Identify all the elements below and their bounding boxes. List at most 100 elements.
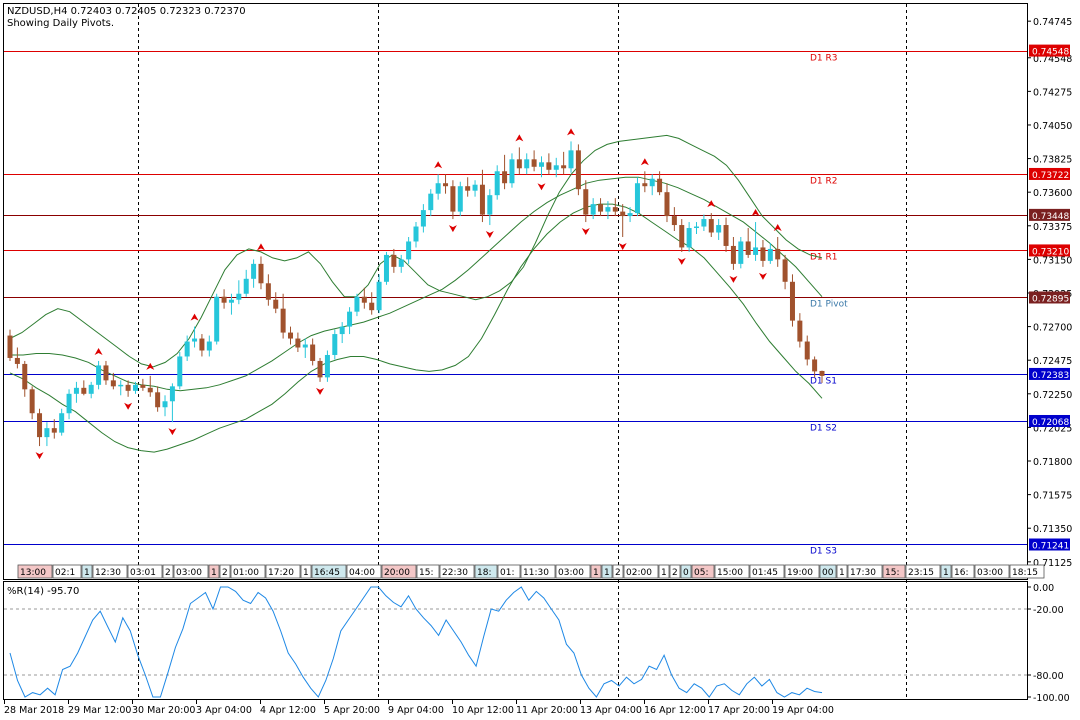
timebar-label: 1 (211, 568, 217, 578)
candle-body (753, 247, 759, 255)
timebar-box (714, 564, 750, 579)
candle-body (59, 413, 65, 433)
candle-body (760, 247, 766, 261)
timebar-label: 18: (477, 568, 491, 578)
timebar-label: 00 (822, 568, 834, 578)
wpr-tick-label: -20.00 (1033, 605, 1064, 616)
timebar-label: 15:00 (717, 568, 743, 578)
timebar-box (749, 564, 785, 579)
candle-body (132, 384, 138, 391)
candle-body (118, 384, 124, 387)
time-label-bar: 13:00 02:1 1 12:30 03:01 2 03:00 1 2 01:00 17:20 1 1… (17, 564, 1045, 579)
candle-body (435, 183, 441, 194)
timebar-label: 03:01 (130, 568, 156, 578)
timebar-box (819, 564, 837, 579)
timebar-box (784, 564, 820, 579)
main-chart-frame (3, 3, 1028, 580)
timebar-box (520, 564, 556, 579)
candle-body (332, 334, 338, 355)
candle-body (192, 338, 198, 342)
candle-body (110, 380, 116, 387)
timebar-box (623, 564, 659, 579)
price-tick-label: 0.72475 (1033, 356, 1072, 367)
price-tag-box (1029, 44, 1070, 57)
timebar-label: 19:00 (787, 568, 813, 578)
candle-body (96, 365, 102, 385)
pivot-label: D1 S1 (810, 377, 837, 387)
timebar-label: 1 (604, 568, 610, 578)
fractal-down-marker (316, 387, 325, 395)
price-tick-label: 0.74548 (1033, 54, 1072, 65)
price-tick-label: 0.73600 (1033, 188, 1072, 199)
candle-body (221, 296, 227, 303)
timebar-label: 1 (593, 568, 599, 578)
timebar-label: 23:15 (908, 568, 934, 578)
timebar-box (300, 564, 312, 579)
candle-body (81, 387, 87, 394)
candle-body (568, 150, 574, 169)
timebar-label: 1 (839, 568, 845, 578)
fractal-down-marker (729, 275, 738, 283)
price-tag-text: 0.72383 (1032, 371, 1069, 381)
price-tick-label: 0.72250 (1033, 390, 1072, 401)
timebar-label: 12:30 (95, 568, 121, 578)
fractal-up-marker (256, 243, 265, 251)
timebar-label: 04:00 (349, 568, 375, 578)
candle-body (686, 228, 692, 248)
fractal-down-marker (168, 428, 177, 436)
timebar-box (265, 564, 301, 579)
timebar-label: 02:1 (55, 568, 75, 578)
pivot-label: D1 R2 (810, 177, 838, 187)
timebar-label: 11:30 (523, 568, 549, 578)
candle-body (383, 254, 389, 282)
candle-body (214, 296, 220, 342)
candle-body (649, 178, 655, 187)
candle-body (29, 389, 35, 414)
price-tick-label: 0.73825 (1033, 155, 1072, 166)
candle-body (634, 183, 640, 214)
candle-body (620, 211, 626, 217)
candle-body (236, 293, 242, 300)
candle-body (531, 159, 537, 167)
timebar-box (311, 564, 347, 579)
price-tag-box (1029, 167, 1070, 180)
candle-body (457, 186, 463, 212)
timebar-label: 18:15 (1012, 568, 1038, 578)
indicator-frame (3, 581, 1028, 700)
candle-body (140, 384, 146, 388)
day-separators (138, 4, 907, 699)
timebar-box (669, 564, 681, 579)
candle-body (7, 335, 13, 358)
price-tick-label: 0.74275 (1033, 87, 1072, 98)
fractal-up-marker (434, 161, 443, 169)
pivot-subtitle: Showing Daily Pivots. (7, 18, 114, 29)
candle-body (288, 332, 294, 339)
timebar-label: 1 (303, 568, 309, 578)
timebar-label: 16:45 (314, 568, 340, 578)
time-tick-label: 10 Apr 12:00 (452, 705, 514, 716)
candle-body (553, 165, 559, 170)
time-tick-label: 17 Apr 20:00 (708, 705, 770, 716)
candle-body (730, 245, 736, 264)
fractal-up-marker (751, 209, 760, 217)
timebar-box (381, 564, 417, 579)
timebar-box (439, 564, 475, 579)
timebar-box (951, 564, 975, 579)
candle-body (273, 299, 279, 309)
candle-body (391, 254, 397, 267)
candle-body (664, 192, 670, 217)
wpr-axis: 0.00 -20.00 -80.00 -100.00 (1027, 583, 1070, 704)
price-tag-text: 0.72895 (1032, 294, 1069, 304)
timebar-label: 02:00 (626, 568, 652, 578)
wpr-tick-label: 0.00 (1033, 583, 1054, 594)
candle-body (258, 263, 264, 284)
candle-body (443, 183, 449, 187)
candle-body (782, 259, 788, 282)
price-tick-label: 0.71800 (1033, 457, 1072, 468)
pivot-price-tags: 0.74548 0.73722 0.73448 0.73210 0.72895 0.723… (1029, 44, 1070, 552)
price-tick-label: 0.74745 (1033, 17, 1072, 28)
candle-body (420, 210, 426, 227)
candle-body (804, 341, 810, 360)
timebar-label: 01: (500, 568, 514, 578)
price-tick-label: 0.74050 (1033, 121, 1072, 132)
